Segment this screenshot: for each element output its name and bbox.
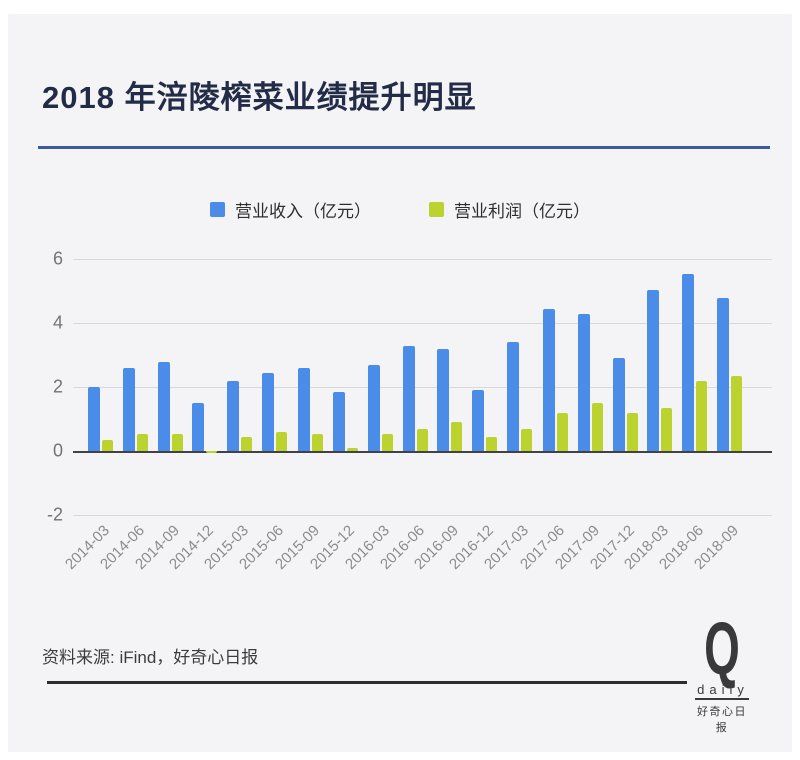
qdaily-logo: Q daily 好奇心日报	[692, 607, 752, 735]
gridline	[73, 515, 772, 517]
bar-profit-2018-06	[696, 380, 708, 452]
legend-item-revenue: 营业收入（亿元）	[210, 197, 371, 222]
bar-revenue-2015-12	[332, 391, 345, 452]
bar-profit-2014-09	[171, 433, 183, 452]
bar-profit-2016-03	[381, 433, 393, 452]
bar-revenue-2014-09	[157, 361, 170, 452]
bar-chart-plot	[73, 245, 772, 517]
bar-profit-2014-12	[206, 451, 218, 453]
source-note: 资料来源: iFind，好奇心日报	[42, 648, 259, 667]
bar-series-area	[83, 245, 748, 516]
bar-profit-2018-03	[661, 407, 673, 452]
chart-title: 2018 年涪陵榨菜业绩提升明显	[42, 80, 477, 115]
bar-profit-2015-12	[346, 447, 358, 452]
legend-item-profit: 营业利润（亿元）	[429, 197, 590, 222]
bar-revenue-2016-03	[367, 364, 380, 452]
bar-revenue-2016-09	[437, 348, 450, 452]
legend-label-revenue: 营业收入（亿元）	[235, 201, 371, 221]
profit-swatch-icon	[429, 201, 444, 217]
bar-profit-2016-06	[416, 428, 428, 452]
bar-revenue-2015-06	[262, 372, 275, 452]
bar-revenue-2014-06	[122, 367, 135, 452]
bar-revenue-2016-06	[402, 345, 415, 452]
qdaily-q-icon: Q	[704, 607, 740, 690]
bar-profit-2016-12	[486, 436, 498, 452]
bar-revenue-2017-09	[577, 313, 590, 452]
bar-revenue-2015-03	[227, 380, 240, 452]
gridline	[73, 387, 772, 389]
y-axis-tick-label: -2	[46, 504, 63, 525]
bar-profit-2015-06	[276, 431, 288, 452]
x-axis: 2014-03 2014-06 2014-09 2014-12 2015-03 2015-…	[62, 522, 748, 612]
bar-revenue-2018-06	[682, 273, 695, 452]
gridline	[73, 259, 772, 261]
bar-profit-2014-06	[136, 433, 148, 452]
infographic-card: 2018 年涪陵榨菜业绩提升明显 营业收入（亿元） 营业利润（亿元） 6 4 2 0 -…	[8, 14, 792, 752]
y-axis-tick-label: 6	[52, 248, 63, 269]
qdaily-wordmark: daily	[695, 682, 749, 700]
bar-revenue-2017-06	[542, 308, 555, 452]
bar-profit-2018-09	[731, 375, 743, 452]
bar-profit-2017-12	[626, 412, 638, 452]
gridline	[73, 323, 772, 325]
bar-profit-2016-09	[451, 422, 463, 452]
bar-revenue-2018-03	[647, 289, 660, 452]
legend: 营业收入（亿元） 营业利润（亿元）	[8, 197, 792, 221]
bar-profit-2017-09	[591, 403, 603, 452]
y-axis-tick-label: 4	[52, 312, 63, 333]
bar-profit-2017-06	[556, 412, 568, 452]
bar-revenue-2014-12	[192, 403, 205, 452]
bar-revenue-2015-09	[297, 367, 310, 452]
y-axis-tick-label: 2	[52, 376, 63, 397]
revenue-swatch-icon	[210, 201, 225, 217]
bar-revenue-2017-03	[507, 342, 520, 452]
bar-profit-2015-09	[311, 433, 323, 452]
x-axis-zero-line	[73, 451, 772, 454]
legend-label-profit: 营业利润（亿元）	[454, 201, 590, 221]
bar-profit-2015-03	[241, 436, 253, 452]
qdaily-chinese-name: 好奇心日报	[697, 706, 747, 734]
bar-profit-2014-03	[101, 439, 113, 452]
footer-rule	[47, 681, 687, 684]
bar-revenue-2016-12	[472, 390, 485, 452]
y-axis: 6 4 2 0 -2	[8, 245, 63, 525]
bar-revenue-2017-12	[612, 358, 625, 452]
bar-revenue-2014-03	[87, 387, 100, 452]
bar-profit-2017-03	[521, 428, 533, 452]
bar-revenue-2018-09	[717, 297, 730, 452]
title-underline	[38, 146, 770, 149]
y-axis-tick-label: 0	[52, 440, 63, 461]
